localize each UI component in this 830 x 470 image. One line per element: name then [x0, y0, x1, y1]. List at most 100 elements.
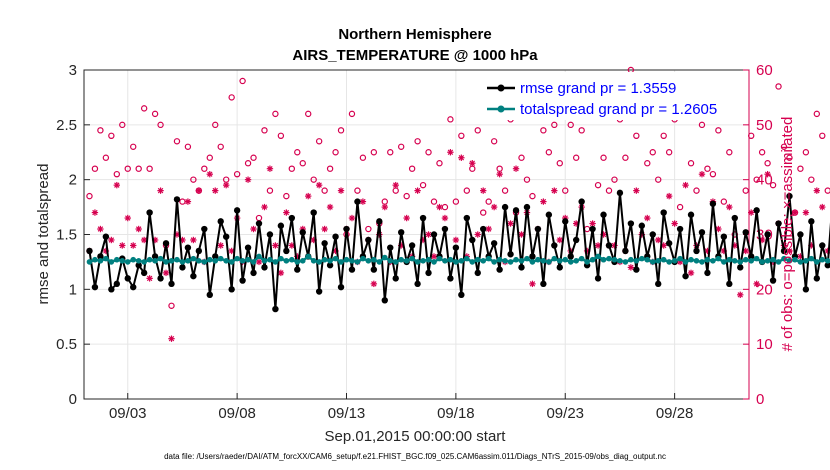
totalspread-point — [174, 256, 180, 263]
totalspread-point — [551, 255, 558, 262]
totalspread-point — [146, 256, 153, 263]
rmse-point — [469, 236, 476, 244]
totalspread-point — [103, 255, 109, 262]
totalspread-point — [759, 259, 765, 265]
totalspread-point — [502, 258, 508, 264]
obs-possible-point — [600, 154, 607, 161]
rmse-point — [108, 286, 115, 293]
obs-possible-point — [315, 138, 323, 145]
asterisk-stroke — [212, 187, 218, 194]
totalspread-point — [299, 258, 306, 264]
rmse-point — [687, 211, 695, 218]
obs-assimilated-point — [747, 209, 755, 216]
obs-possible-point — [430, 198, 438, 205]
asterisk-stroke — [360, 198, 366, 205]
rmse-point — [376, 218, 383, 225]
asterisk-stroke — [715, 226, 722, 232]
legend: rmse grand pr = 1.3559 totalspread grand… — [484, 72, 747, 120]
obs-assimilated-point — [348, 214, 356, 222]
totalspread-point — [223, 258, 229, 264]
rmse-point — [463, 214, 471, 222]
totalspread-point — [190, 255, 197, 262]
totalspread-point — [655, 258, 662, 264]
chart-title: Northern Hemisphere — [338, 26, 491, 43]
asterisk-stroke — [475, 231, 481, 238]
obs-possible-point — [786, 154, 793, 161]
obs-assimilated-point — [255, 258, 263, 266]
rmse-point — [91, 283, 99, 291]
rmse-point — [419, 214, 427, 222]
obs-assimilated-point — [130, 242, 137, 249]
obs-possible-point — [146, 165, 153, 172]
totalspread-point — [332, 255, 339, 262]
x-tick-label: 09/08 — [218, 405, 256, 422]
obs-assimilated-point — [753, 280, 760, 288]
rmse-point — [425, 269, 432, 277]
obs-possible-point — [655, 176, 662, 183]
rmse-point — [797, 231, 804, 238]
obs-possible-point — [173, 138, 181, 145]
x-tick-label: 09/03 — [109, 405, 147, 422]
asterisk-stroke — [786, 248, 793, 254]
asterisk-stroke — [207, 171, 213, 177]
totalspread-point — [289, 256, 295, 263]
totalspread-point — [447, 256, 454, 263]
rmse-point — [545, 211, 553, 218]
totalspread-point — [775, 259, 782, 265]
totalspread-point — [168, 258, 175, 264]
obs-possible-point — [704, 165, 711, 172]
x-axis: 09/03 09/08 09/13 09/18 09/23 09/28 — [109, 393, 693, 422]
totalspread-point — [562, 256, 569, 263]
totalspread-point — [185, 258, 191, 264]
x-axis-label: Sep.01,2015 00:00:00 start — [325, 428, 507, 445]
obs-possible-point — [217, 143, 224, 150]
rmse-point — [655, 280, 662, 288]
totalspread-point — [639, 255, 645, 262]
rmse-point — [250, 269, 257, 277]
totalspread-point — [239, 258, 246, 264]
totalspread-point — [157, 255, 164, 262]
obs-possible-point — [622, 154, 629, 161]
obs-possible-point — [693, 187, 700, 194]
rmse-point — [266, 231, 274, 238]
obs-possible-point — [277, 132, 285, 139]
totalspread-point — [201, 259, 208, 265]
obs-possible-point — [556, 160, 563, 167]
totalspread-point — [611, 256, 618, 263]
obs-assimilated-point — [414, 187, 421, 194]
asterisk-stroke — [414, 187, 421, 194]
rmse-point — [315, 288, 323, 295]
rmse-point — [343, 225, 350, 233]
asterisk-stroke — [316, 182, 322, 188]
totalspread-point — [163, 259, 169, 265]
obs-possible-point — [808, 176, 815, 183]
totalspread-point — [349, 258, 355, 264]
totalspread-point — [770, 256, 776, 263]
obs-assimilated-point — [124, 214, 131, 222]
x-tick-label: 09/23 — [546, 405, 584, 422]
rmse-point — [348, 266, 356, 273]
totalspread-point — [431, 259, 437, 265]
obs-possible-point — [633, 132, 640, 139]
totalspread-point — [343, 256, 350, 263]
totalspread-point — [540, 258, 547, 264]
obs-possible-point — [687, 160, 695, 167]
y-tick-label: 1 — [69, 281, 77, 298]
rmse-point — [233, 207, 241, 214]
rmse-point — [288, 214, 296, 222]
obs-possible-point — [715, 127, 722, 134]
rmse-point — [496, 266, 503, 273]
rmse-point — [239, 277, 246, 284]
y-tick-label: 0 — [69, 391, 77, 408]
totalspread-point — [310, 258, 317, 264]
asterisk-stroke — [551, 187, 558, 194]
y-axis-label: rmse and totalspread — [35, 164, 52, 305]
totalspread-point — [272, 259, 279, 265]
obs-possible-point — [86, 192, 93, 200]
asterisk-stroke — [436, 204, 443, 210]
y2-tick-label: 60 — [756, 62, 773, 79]
rmse-point — [97, 253, 104, 260]
obs-possible-point — [272, 110, 279, 118]
rmse-point — [365, 236, 372, 244]
